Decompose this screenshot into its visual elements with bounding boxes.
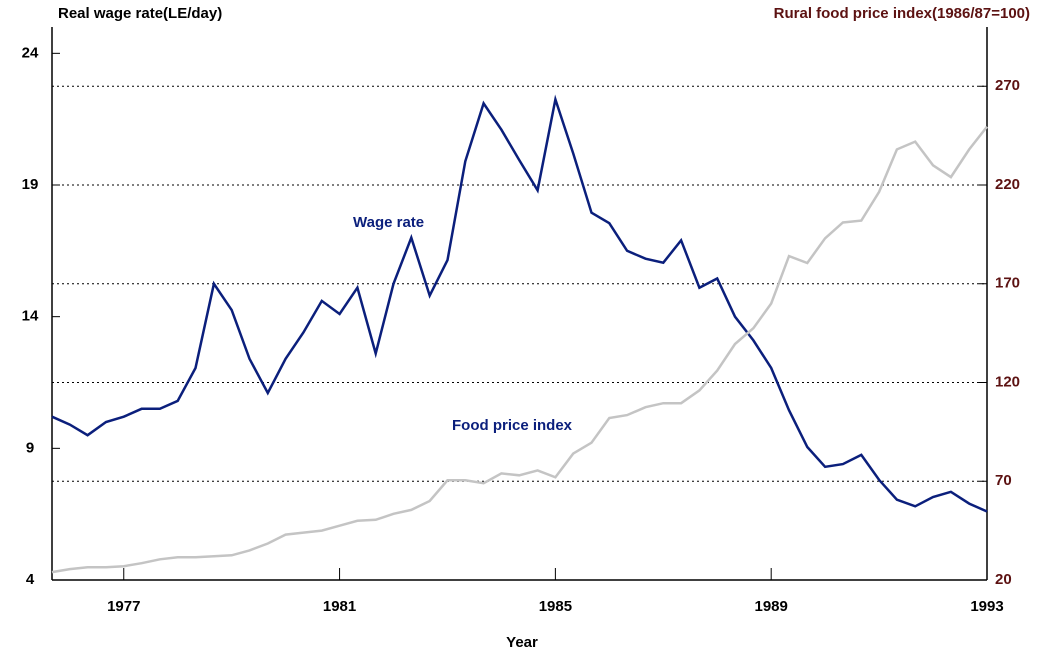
line-series xyxy=(51,125,988,574)
annotation: Wage rate xyxy=(353,214,424,231)
x-axis-title: Year xyxy=(506,634,538,651)
y2-tick-label: 120 xyxy=(995,373,1020,390)
x-tick-label: 1977 xyxy=(107,598,140,615)
y2-tick-label: 220 xyxy=(995,176,1020,193)
y2-axis-title: Rural food price index(1986/87=100) xyxy=(774,5,1030,22)
y-tick-label: 19 xyxy=(22,176,39,193)
annotation: Food price index xyxy=(452,417,573,434)
x-tick-label: 1989 xyxy=(755,598,788,615)
y-tick-label: 24 xyxy=(22,44,39,61)
y2-tick-label: 270 xyxy=(995,77,1020,94)
y2-tick-label: 20 xyxy=(995,571,1012,588)
x-tick-label: 1985 xyxy=(539,598,572,615)
y-tick-label: 9 xyxy=(26,439,34,456)
y2-tick-label: 170 xyxy=(995,275,1020,292)
y-tick-label: 14 xyxy=(22,308,39,325)
x-tick-label: 1993 xyxy=(970,598,1003,615)
line-series xyxy=(51,94,988,513)
y-tick-label: 4 xyxy=(26,571,35,588)
y2-tick-label: 70 xyxy=(995,472,1012,489)
y-axis-title: Real wage rate(LE/day) xyxy=(58,5,222,22)
x-tick-label: 1981 xyxy=(323,598,356,615)
